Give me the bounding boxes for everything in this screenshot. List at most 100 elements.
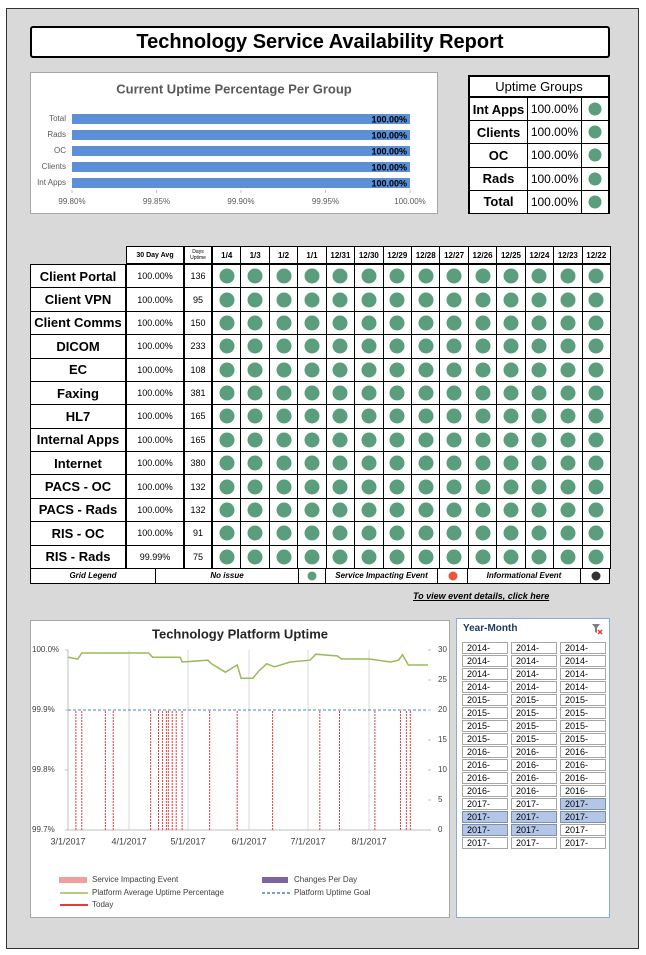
status-icon xyxy=(530,314,548,332)
status-icon xyxy=(360,478,378,496)
status-cell xyxy=(496,380,526,406)
status-icon xyxy=(530,548,548,566)
slicer-item[interactable]: 2016- xyxy=(511,785,557,797)
group-value: 100.00% xyxy=(528,98,582,122)
slicer-item[interactable]: 2015- xyxy=(462,733,508,745)
status-dot xyxy=(218,524,236,542)
slicer-item[interactable]: 2016- xyxy=(560,746,606,758)
slicer-item[interactable]: 2016- xyxy=(560,759,606,771)
slicer-item[interactable]: 2017- xyxy=(462,798,508,810)
slicer-item[interactable]: 2016- xyxy=(560,785,606,797)
status-cell xyxy=(524,287,555,312)
status-cell xyxy=(411,497,441,523)
slicer-item[interactable]: 2015- xyxy=(462,694,508,706)
slicer-item[interactable]: 2014- xyxy=(560,655,606,667)
legend-icon xyxy=(299,568,326,583)
slicer-item[interactable]: 2017- xyxy=(462,837,508,849)
event-details-link[interactable]: To view event details, click here xyxy=(413,591,550,601)
status-cell xyxy=(439,310,469,336)
slicer-item[interactable]: 2014- xyxy=(511,681,557,693)
slicer-item[interactable]: 2015- xyxy=(560,707,606,719)
status-dot xyxy=(246,478,264,496)
status-cell xyxy=(382,474,412,499)
slicer-item[interactable]: 2017- xyxy=(560,824,606,836)
status-dot xyxy=(474,337,492,355)
status-cell xyxy=(439,521,469,546)
status-icon xyxy=(331,291,349,309)
slicer-item[interactable]: 2015- xyxy=(462,707,508,719)
status-cell xyxy=(411,334,441,359)
y2-tick-label: 5 xyxy=(438,795,443,804)
slicer-item[interactable]: 2017- xyxy=(462,824,508,836)
slicer-item[interactable]: 2014- xyxy=(462,668,508,680)
status-cell xyxy=(411,287,441,312)
status-cell xyxy=(325,427,356,453)
slicer-item[interactable]: 2016- xyxy=(462,746,508,758)
status-cell xyxy=(382,334,412,359)
slicer-item[interactable]: 2017- xyxy=(511,798,557,810)
slicer-item[interactable]: 2016- xyxy=(462,759,508,771)
status-dot xyxy=(445,501,463,519)
slicer-title: Year-Month xyxy=(463,623,518,634)
status-cell xyxy=(496,357,526,382)
legend-label: Service Impacting Event xyxy=(326,568,438,583)
status-cell xyxy=(467,427,498,453)
grid-legend: Grid Legend No issue Service Impacting Eve… xyxy=(30,567,610,584)
value-label: 100.00% xyxy=(371,146,407,156)
slicer-item[interactable]: 2014- xyxy=(462,681,508,693)
slicer-item[interactable]: 2016- xyxy=(511,759,557,771)
slicer-item[interactable]: 2014- xyxy=(511,655,557,667)
slicer-item[interactable]: 2016- xyxy=(560,772,606,784)
slicer-item[interactable]: 2015- xyxy=(462,720,508,732)
slicer-item[interactable]: 2016- xyxy=(511,772,557,784)
slicer-item[interactable]: 2015- xyxy=(560,694,606,706)
service-name: DICOM xyxy=(30,334,126,359)
slicer-item[interactable]: 2015- xyxy=(511,694,557,706)
status-dot xyxy=(417,361,435,379)
status-cell xyxy=(553,521,583,546)
status-cell xyxy=(524,521,555,546)
slicer-item[interactable]: 2014- xyxy=(560,668,606,680)
status-cell xyxy=(325,521,356,546)
slicer-item[interactable]: 2017- xyxy=(560,837,606,849)
slicer-item[interactable]: 2015- xyxy=(511,707,557,719)
slicer-item[interactable]: 2014- xyxy=(462,655,508,667)
status-dot xyxy=(303,454,321,472)
slicer-item[interactable]: 2017- xyxy=(462,811,508,823)
slicer-item[interactable]: 2017- xyxy=(560,798,606,810)
slicer-item[interactable]: 2017- xyxy=(511,824,557,836)
status-cell xyxy=(297,357,327,382)
slicer-item[interactable]: 2014- xyxy=(560,681,606,693)
status-dot xyxy=(559,501,577,519)
status-icon xyxy=(474,267,492,285)
clear-filter-button[interactable] xyxy=(591,623,603,635)
slicer-item[interactable]: 2016- xyxy=(511,746,557,758)
slicer-item[interactable]: 2014- xyxy=(511,668,557,680)
x-tick-label: 99.80% xyxy=(58,197,85,206)
slicer-item[interactable]: 2014- xyxy=(462,642,508,654)
slicer-item[interactable]: 2017- xyxy=(511,837,557,849)
slicer-item[interactable]: 2015- xyxy=(560,733,606,745)
status-cell xyxy=(411,357,441,382)
status-cell xyxy=(524,451,555,476)
slicer-item[interactable]: 2015- xyxy=(511,720,557,732)
uptime-line xyxy=(67,652,428,679)
status-icon xyxy=(559,501,577,519)
status-cell xyxy=(240,404,270,429)
group-name: OC xyxy=(470,144,528,168)
status-dot xyxy=(474,291,492,309)
slicer-item[interactable]: 2017- xyxy=(511,811,557,823)
slicer-item[interactable]: 2017- xyxy=(560,811,606,823)
slicer-item[interactable]: 2016- xyxy=(462,772,508,784)
slicer-item[interactable]: 2014- xyxy=(560,642,606,654)
slicer-item[interactable]: 2015- xyxy=(560,720,606,732)
slicer-item[interactable]: 2014- xyxy=(511,642,557,654)
status-cell xyxy=(524,427,555,453)
status-cell xyxy=(411,264,441,289)
status-cell xyxy=(467,357,498,382)
date-header: 1/3 xyxy=(240,246,270,264)
status-cell xyxy=(268,451,299,476)
slicer-item[interactable]: 2016- xyxy=(462,785,508,797)
status-cell xyxy=(553,380,583,406)
slicer-item[interactable]: 2015- xyxy=(511,733,557,745)
